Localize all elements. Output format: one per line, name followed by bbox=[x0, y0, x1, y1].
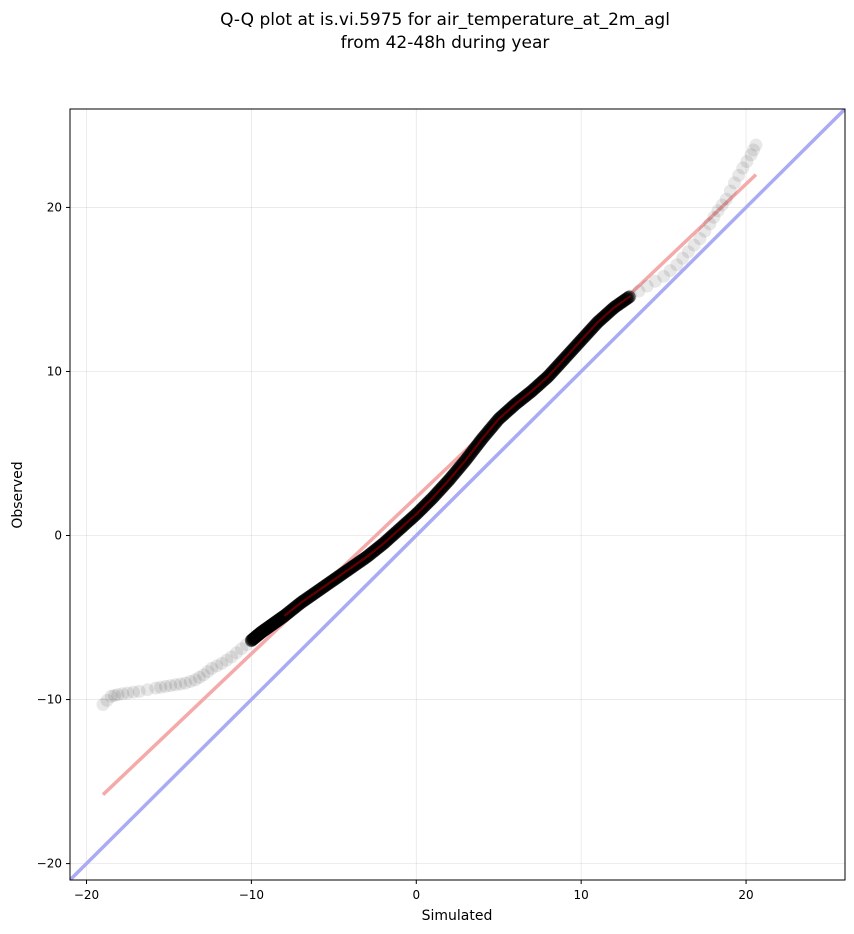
quantile-point bbox=[711, 204, 725, 218]
quantile-point bbox=[192, 670, 206, 684]
quantile-point bbox=[648, 274, 662, 288]
x-tick-label: −20 bbox=[74, 888, 99, 902]
quantile-point bbox=[141, 683, 154, 697]
quantile-point bbox=[744, 148, 758, 162]
y-tick-label: 20 bbox=[47, 200, 62, 214]
quantile-point bbox=[96, 697, 110, 711]
quantile-point bbox=[188, 673, 202, 687]
y-tick-label: 0 bbox=[54, 529, 62, 543]
identity-line bbox=[70, 109, 845, 880]
quantile-point bbox=[687, 238, 701, 252]
quantile-point bbox=[220, 653, 234, 667]
quantile-point bbox=[746, 143, 760, 157]
quantile-point bbox=[154, 680, 168, 694]
x-axis-label: Simulated bbox=[422, 908, 493, 924]
x-tick-label: 0 bbox=[412, 888, 420, 902]
quantile-point bbox=[197, 668, 211, 682]
quantile-point bbox=[132, 684, 146, 698]
quantile-point bbox=[736, 161, 750, 175]
quantile-point bbox=[104, 689, 118, 703]
quantile-point bbox=[670, 258, 684, 272]
quantile-points bbox=[96, 138, 763, 711]
quantile-point bbox=[723, 184, 737, 198]
y-axis-label: Observed bbox=[10, 461, 26, 528]
quantile-point bbox=[732, 168, 746, 182]
quantile-point bbox=[640, 279, 654, 293]
quantile-core-line bbox=[283, 295, 632, 617]
axis-ticks: −20 −10 0 10 20 −20 −10 0 10 20 bbox=[37, 200, 754, 902]
plot-frame bbox=[69, 108, 846, 881]
fit-line bbox=[101, 173, 758, 796]
quantile-point bbox=[178, 676, 192, 690]
quantile-point bbox=[740, 154, 754, 168]
quantile-point bbox=[149, 681, 163, 695]
quantile-point bbox=[676, 251, 690, 265]
quantile-point bbox=[657, 269, 671, 283]
quantile-point bbox=[234, 642, 248, 656]
quantile-point bbox=[707, 210, 721, 224]
x-tick-label: −10 bbox=[239, 888, 264, 902]
y-tick-label: −10 bbox=[37, 693, 62, 707]
quantile-point bbox=[173, 677, 187, 691]
quantile-point bbox=[164, 679, 178, 693]
quantile-point bbox=[205, 661, 219, 675]
quantile-point bbox=[681, 245, 695, 259]
quantile-point bbox=[210, 659, 224, 673]
quantile-point bbox=[116, 687, 130, 701]
quantile-point bbox=[225, 650, 239, 664]
x-tick-label: 20 bbox=[738, 888, 753, 902]
quantile-point bbox=[230, 646, 244, 660]
quantile-point bbox=[715, 198, 729, 212]
quantile-point bbox=[121, 686, 135, 700]
quantile-point bbox=[663, 264, 677, 278]
quantile-point bbox=[215, 656, 229, 670]
chart-title-line-1: Q-Q plot at is.vi.5975 for air_temperatu… bbox=[220, 10, 670, 30]
quantile-point bbox=[159, 679, 173, 693]
grid bbox=[70, 109, 845, 880]
quantile-point bbox=[719, 192, 733, 206]
y-tick-label: −20 bbox=[37, 857, 62, 871]
quantile-point bbox=[201, 665, 215, 679]
quantile-point bbox=[183, 675, 197, 689]
quantile-point bbox=[169, 678, 183, 692]
quantile-point bbox=[108, 688, 122, 702]
quantile-point bbox=[126, 685, 140, 699]
quantile-point bbox=[728, 176, 742, 190]
quantile-point bbox=[698, 224, 712, 238]
quantile-point bbox=[111, 688, 125, 702]
quantile-point bbox=[703, 217, 717, 231]
quantile-point bbox=[693, 232, 707, 246]
quantile-point bbox=[749, 138, 763, 152]
quantile-point bbox=[100, 693, 114, 707]
y-tick-label: 10 bbox=[47, 364, 62, 378]
x-tick-label: 10 bbox=[574, 888, 589, 902]
chart-title-line-2: from 42-48h during year bbox=[341, 33, 550, 53]
quantile-point bbox=[632, 284, 646, 298]
